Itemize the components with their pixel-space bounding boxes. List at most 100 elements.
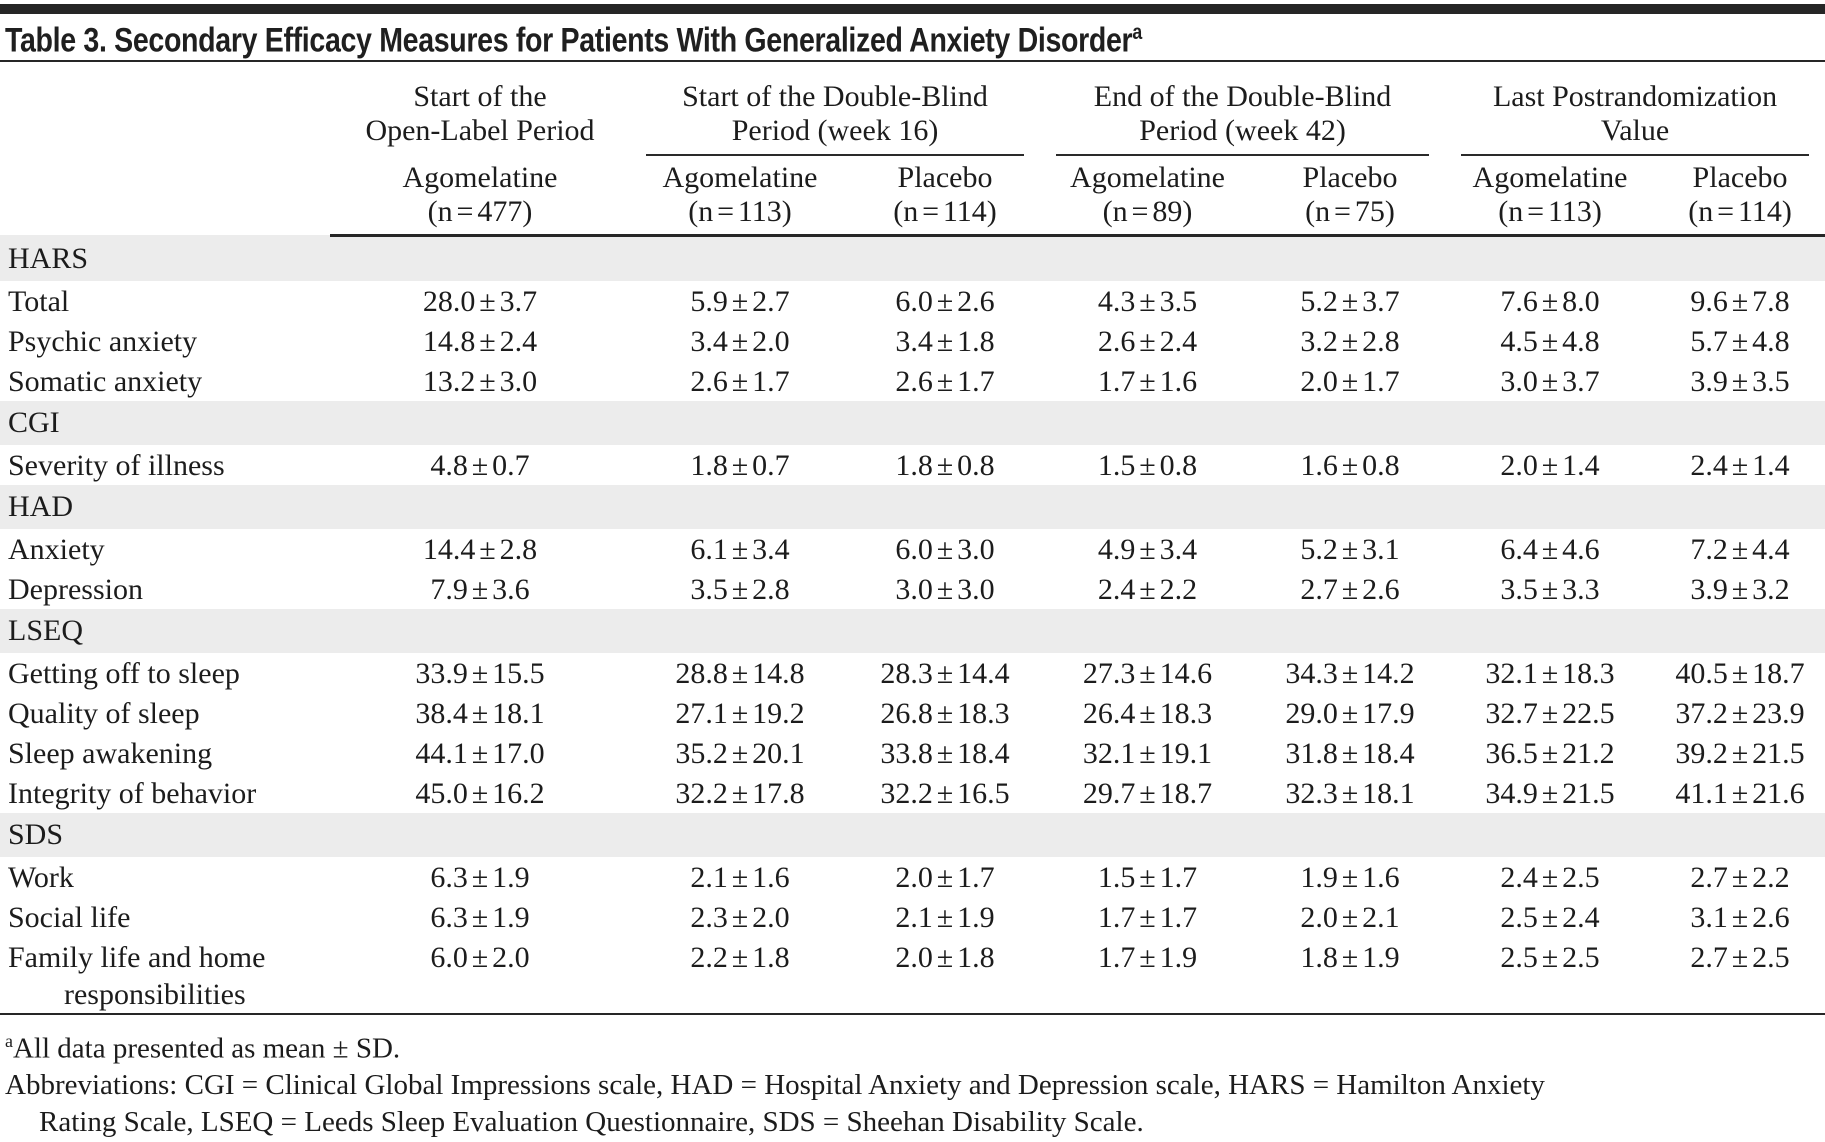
cell-value: 27.1 ± 19.2: [675, 696, 805, 730]
cell-value: 2.5 ± 2.4: [1500, 900, 1600, 934]
footnote-marker: a: [5, 1030, 13, 1051]
group-header-double-blind-end: End of the Double-Blind Period (week 42): [1040, 62, 1445, 156]
cell-value: 40.5 ± 18.7: [1675, 656, 1805, 690]
table-footnotes: aAll data presented as mean ± SD. Abbrev…: [0, 1012, 1825, 1142]
cell-value: 2.7 ± 2.6: [1300, 572, 1400, 606]
cell-value: 14.8 ± 2.4: [422, 324, 538, 358]
cell-value: 2.6 ± 1.7: [895, 364, 995, 398]
title-footnote-marker: a: [1132, 21, 1142, 44]
cell-value: 4.3 ± 3.5: [1097, 284, 1198, 318]
table-body: HARS Total 28.0 ± 3.7 5.9 ± 2.7 6.0 ± 2.6 4.3…: [0, 235, 1825, 1013]
cell-value: 37.2 ± 23.9: [1675, 696, 1805, 730]
row-label: Integrity of behavior: [8, 776, 257, 810]
cell-value: 26.8 ± 18.3: [880, 696, 1010, 730]
cell-value: 3.2 ± 2.8: [1300, 324, 1400, 358]
cell-value: 39.2 ± 21.5: [1675, 736, 1805, 770]
cell-value: 34.9 ± 21.5: [1485, 776, 1615, 810]
row-label: Total: [8, 284, 70, 318]
row-label: Somatic anxiety: [8, 364, 203, 398]
group-header-label: End of the Double-Blind Period (week 42): [1056, 80, 1430, 156]
cell-value: 3.1 ± 2.6: [1690, 900, 1790, 934]
cell-value: 1.5 ± 1.7: [1097, 860, 1198, 894]
column-header-agomelatine-89: Agomelatine (n = 89): [1040, 156, 1256, 237]
section-header: HAD: [8, 489, 73, 523]
row-label: Psychic anxiety: [8, 324, 198, 358]
section-row: LSEQ: [0, 608, 1825, 653]
cell-value: 1.7 ± 1.9: [1097, 940, 1198, 974]
top-rule-bar: [0, 4, 1825, 14]
cell-value: 2.1 ± 1.6: [690, 860, 790, 894]
cell-value: 1.9 ± 1.6: [1300, 860, 1400, 894]
row-label: Family life and home responsibilities: [8, 940, 266, 1011]
group-header-row: Start of the Open-Label Period Start of …: [0, 62, 1825, 156]
cell-value: 31.8 ± 18.4: [1285, 736, 1415, 770]
table-header: Start of the Open-Label Period Start of …: [0, 62, 1825, 237]
cell-value: 44.1 ± 17.0: [415, 736, 545, 770]
group-header-label: Start of the Double-Blind Period (week 1…: [646, 80, 1025, 156]
table-row: Work 6.3 ± 1.9 2.1 ± 1.6 2.0 ± 1.7 1.5 ± 1.7…: [0, 857, 1825, 897]
row-label: Social life: [8, 900, 131, 934]
cell-value: 4.8 ± 0.7: [430, 448, 530, 482]
stub-header: [0, 62, 330, 235]
column-header-agomelatine-477: Agomelatine (n = 477): [330, 156, 630, 237]
cell-value: 6.3 ± 1.9: [430, 860, 530, 894]
cell-value: 45.0 ± 16.2: [415, 776, 545, 810]
table-row: Sleep awakening 44.1 ± 17.0 35.2 ± 20.1 33.…: [0, 733, 1825, 773]
cell-value: 1.8 ± 1.9: [1300, 940, 1400, 974]
cell-value: 33.8 ± 18.4: [880, 736, 1010, 770]
cell-value: 34.3 ± 14.2: [1285, 656, 1415, 690]
cell-value: 1.5 ± 0.8: [1097, 448, 1198, 482]
cell-value: 29.7 ± 18.7: [1082, 776, 1213, 810]
cell-value: 2.4 ± 1.4: [1690, 448, 1790, 482]
column-header-placebo-114: Placebo (n = 114): [850, 156, 1041, 237]
column-header-agomelatine-113-last: Agomelatine (n = 113): [1445, 156, 1656, 237]
table-row: Family life and home responsibilities 6.0…: [0, 937, 1825, 1013]
group-header-label: Last Postrandomization Value: [1461, 80, 1810, 156]
cell-value: 2.2 ± 1.8: [690, 940, 790, 974]
cell-value: 2.4 ± 2.2: [1097, 572, 1198, 606]
row-label: Sleep awakening: [8, 736, 213, 770]
cell-value: 6.1 ± 3.4: [690, 532, 790, 566]
table-title-bar: Table 3. Secondary Efficacy Measures for…: [0, 14, 1825, 62]
cell-value: 6.4 ± 4.6: [1500, 532, 1600, 566]
cell-value: 7.9 ± 3.6: [430, 572, 530, 606]
table-row: Anxiety 14.4 ± 2.8 6.1 ± 3.4 6.0 ± 3.0 4.9 ±…: [0, 529, 1825, 569]
cell-value: 35.2 ± 20.1: [675, 736, 805, 770]
cell-value: 13.2 ± 3.0: [422, 364, 538, 398]
table-row: Total 28.0 ± 3.7 5.9 ± 2.7 6.0 ± 2.6 4.3 ± 3…: [0, 281, 1825, 321]
table-row: Depression 7.9 ± 3.6 3.5 ± 2.8 3.0 ± 3.0 2.4…: [0, 569, 1825, 609]
cell-value: 4.9 ± 3.4: [1097, 532, 1198, 566]
cell-value: 26.4 ± 18.3: [1082, 696, 1213, 730]
title-text: Table 3. Secondary Efficacy Measures for…: [5, 21, 1133, 60]
row-label: Depression: [8, 572, 143, 606]
group-header-open-label: Start of the Open-Label Period: [330, 62, 630, 156]
footnote-text: All data presented as mean ± SD.: [12, 1032, 401, 1065]
cell-value: 27.3 ± 14.6: [1082, 656, 1213, 690]
cell-value: 6.0 ± 2.6: [895, 284, 995, 318]
cell-value: 1.6 ± 0.8: [1300, 448, 1400, 482]
cell-value: 38.4 ± 18.1: [415, 696, 545, 730]
cell-value: 28.8 ± 14.8: [675, 656, 805, 690]
cell-value: 32.1 ± 19.1: [1082, 736, 1213, 770]
column-header-placebo-114-last: Placebo (n = 114): [1655, 156, 1825, 237]
cell-value: 28.0 ± 3.7: [422, 284, 538, 318]
cell-value: 32.7 ± 22.5: [1485, 696, 1615, 730]
table-row: Severity of illness 4.8 ± 0.7 1.8 ± 0.7 1.8…: [0, 445, 1825, 485]
row-label: Severity of illness: [8, 448, 225, 482]
cell-value: 2.3 ± 2.0: [690, 900, 790, 934]
row-label: Getting off to sleep: [8, 656, 240, 690]
cell-value: 9.6 ± 7.8: [1690, 284, 1790, 318]
cell-value: 4.5 ± 4.8: [1500, 324, 1600, 358]
group-header-label: Start of the Open-Label Period: [365, 80, 595, 147]
cell-value: 7.2 ± 4.4: [1690, 532, 1790, 566]
table-row: Getting off to sleep 33.9 ± 15.5 28.8 ± 14…: [0, 653, 1825, 693]
cell-value: 6.0 ± 3.0: [895, 532, 995, 566]
footnote-abbreviations: Abbreviations: CGI = Clinical Global Imp…: [5, 1069, 1545, 1139]
cell-value: 5.2 ± 3.1: [1300, 532, 1400, 566]
group-header-last-postrandomization: Last Postrandomization Value: [1445, 62, 1825, 156]
cell-value: 7.6 ± 8.0: [1500, 284, 1600, 318]
cell-value: 32.3 ± 18.1: [1285, 776, 1415, 810]
cell-value: 32.1 ± 18.3: [1485, 656, 1615, 690]
table-row: Social life 6.3 ± 1.9 2.3 ± 2.0 2.1 ± 1.9 1.…: [0, 897, 1825, 937]
cell-value: 2.5 ± 2.5: [1500, 940, 1600, 974]
